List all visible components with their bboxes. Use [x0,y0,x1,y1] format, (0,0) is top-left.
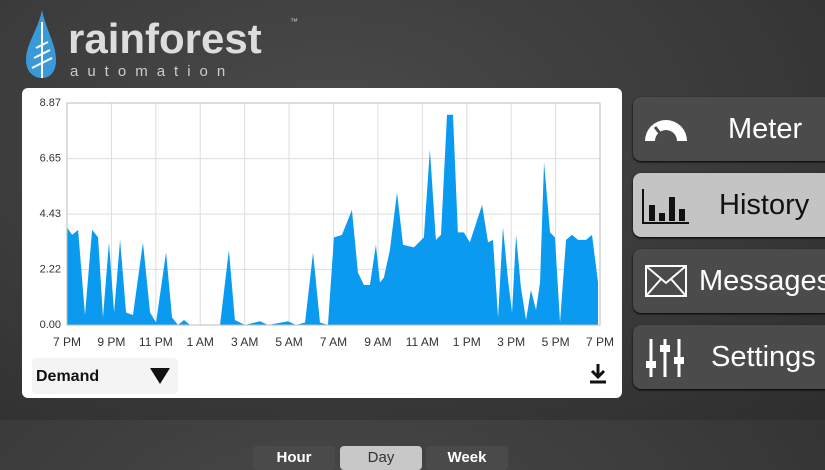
y-tick-label: 0.00 [40,319,61,331]
nav-button[interactable]: Settings [633,325,825,389]
range-button[interactable]: Day [340,446,422,470]
logo-tm: ™ [290,17,298,26]
logo-name: rainforest [68,15,262,62]
x-tick-label: 7 PM [53,335,81,349]
select-arrow [150,368,170,384]
chart: 7 PM 9 PM 11 PM 1 AM 3 AM 5 AM 7 AM 9 AM 11 AM 1 … [40,97,614,349]
select[interactable]: Demand [32,358,178,394]
x-tick-label: 5 PM [542,335,570,349]
select-label: Demand [36,368,100,385]
x-tick-label: 11 AM [406,335,439,349]
nav-button[interactable]: Messages [633,249,825,313]
x-tick-label: 5 AM [275,335,302,349]
plot-frame [66,102,601,326]
area [67,114,599,325]
y-tick-label: 6.65 [40,152,61,164]
nav-label: History [719,189,810,221]
x-tick-label: 7 AM [320,335,347,349]
x-tick-label: 3 PM [497,335,525,349]
logo: rainforest ™ automation [26,10,298,80]
nav-button[interactable]: History [633,173,825,237]
x-tick-label: 7 PM [586,335,614,349]
x-tick-label: 3 AM [231,335,258,349]
nav-label: Settings [711,341,816,373]
nav-button[interactable]: Meter [633,97,825,161]
x-tick-label: 1 AM [187,335,214,349]
chart-panel: 7 PM 9 PM 11 PM 1 AM 3 AM 5 AM 7 AM 9 AM 11 AM 1 … [22,88,622,470]
x-tick-label: 9 PM [97,335,125,349]
y-tick-label: 2.22 [40,263,61,275]
range-button[interactable]: Hour [253,446,335,470]
logo-tagline: automation [70,63,234,80]
x-tick-label: 11 PM [139,335,173,349]
nav-label: Messages [699,265,825,297]
x-tick-label: 1 PM [453,335,481,349]
x-tick-label: 9 AM [364,335,391,349]
y-tick-label: 4.43 [40,208,61,220]
download-icon[interactable] [588,362,608,384]
logo-drop-lines [31,22,53,78]
range-button[interactable]: Week [426,446,508,470]
nav-label: Meter [728,113,803,145]
y-tick-label: 8.87 [40,97,61,109]
